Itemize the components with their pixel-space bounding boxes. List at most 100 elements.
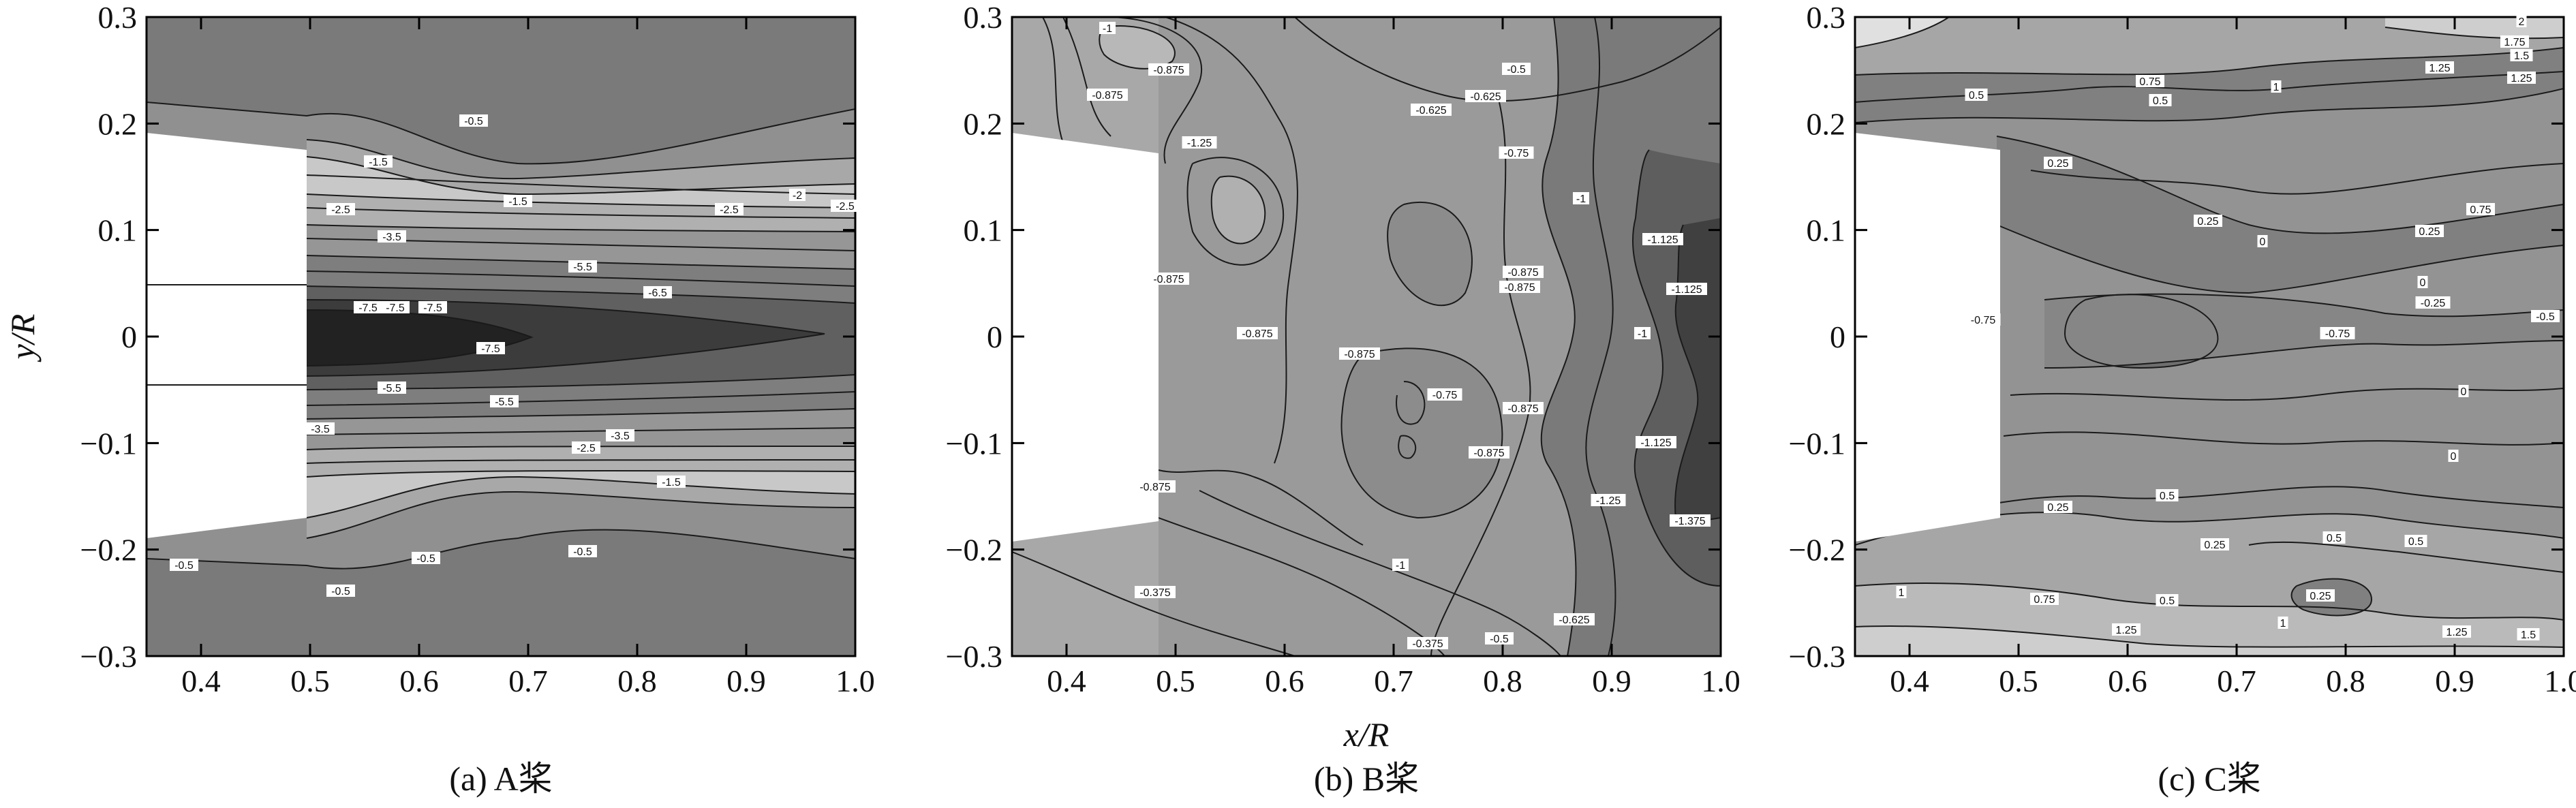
caption-b: (b) B桨 — [1314, 760, 1419, 798]
contour-label-bg — [2516, 15, 2527, 27]
contour-label-bg — [1148, 273, 1189, 285]
contour-label-text: 1.75 — [2504, 37, 2525, 48]
y-tick-label: −0.2 — [80, 533, 137, 568]
contour-label-text: -2.5 — [720, 204, 739, 216]
contour-label: -2.5 — [326, 203, 355, 216]
contour-label-bg — [326, 585, 355, 597]
contour-label-bg — [2415, 296, 2451, 309]
contour-label-text: -0.375 — [1139, 587, 1170, 599]
contour-label: 0.5 — [2156, 489, 2179, 502]
contour-label-bg — [572, 441, 600, 454]
contour-label: 2 — [2516, 15, 2527, 28]
contour-label-text: 0.75 — [2470, 204, 2491, 216]
x-tick-label: 0.6 — [399, 664, 439, 698]
contour-label-text: -5.5 — [382, 383, 401, 394]
x-tick-label: 0.5 — [290, 664, 330, 698]
contour-label-text: 0.5 — [2153, 95, 2168, 107]
contour-label-text: 1.25 — [2446, 627, 2467, 638]
contour-label: 1.5 — [2517, 628, 2540, 641]
contour-label-bg — [459, 114, 488, 127]
contour-label: 0 — [2257, 235, 2268, 248]
contour-label: -0.25 — [2415, 296, 2451, 309]
contour-label-text: -1.5 — [662, 477, 681, 488]
contour-label-text: -0.875 — [1473, 448, 1504, 459]
contour-label: 0.25 — [2415, 225, 2444, 238]
contour-label-bg — [378, 230, 406, 243]
contour-label-bg — [2517, 628, 2540, 640]
contour-label: -7.5 — [381, 301, 410, 314]
contour-field-a — [147, 17, 855, 656]
contour-label-bg — [2404, 535, 2427, 547]
contour-label-text: -1.125 — [1640, 437, 1671, 449]
y-tick-label: 0 — [1830, 320, 1845, 354]
contour-label-text: -1.25 — [1596, 495, 1621, 507]
contour-label: -0.625 — [1554, 613, 1595, 626]
panel-c: 0.4 0.5 0.6 0.7 0.8 0.9 1.0 −0.3 −0.2 −0.1 0 0.1 0.2… — [1789, 0, 2576, 798]
contour-label-bg — [2417, 276, 2428, 288]
contour-label-bg — [1642, 233, 1683, 245]
contour-label-bg — [1666, 283, 1707, 295]
contour-label-bg — [1896, 586, 1907, 598]
contour-label-text: 1.25 — [2511, 73, 2532, 84]
contour-label: -0.875 — [1469, 446, 1509, 459]
contour-label: -1.25 — [1182, 136, 1217, 149]
contour-label-text: -2.5 — [835, 201, 855, 213]
contour-label-text: -0.875 — [1153, 274, 1184, 285]
contour-label-text: 0.75 — [2139, 76, 2160, 88]
contour-label: 1.25 — [2425, 61, 2454, 74]
contour-label-bg — [2320, 327, 2355, 339]
contour-label: -0.5 — [326, 585, 355, 597]
contour-label-bg — [1135, 480, 1176, 493]
x-tick-label: 0.6 — [1265, 664, 1304, 698]
contour-label-text: -0.875 — [1507, 267, 1538, 279]
contour-label-bg — [2257, 235, 2268, 247]
contour-label-bg — [568, 260, 597, 273]
contour-label-bg — [1237, 327, 1278, 339]
contour-label-bg — [1407, 637, 1448, 649]
contour-label-bg — [1591, 494, 1626, 506]
y-tick-label: −0.1 — [80, 426, 137, 461]
contour-label-bg — [1554, 613, 1595, 625]
contour-label-bg — [1135, 586, 1176, 598]
contour-label-text: -0.75 — [2325, 328, 2350, 340]
contour-label-text: -5.5 — [573, 262, 592, 273]
contour-label-bg — [2271, 80, 2282, 93]
contour-label: 0.5 — [2322, 531, 2346, 544]
contour-label: -0.75 — [1427, 388, 1462, 401]
contour-label: -2.5 — [831, 200, 859, 213]
contour-labels-a: -0.5 -1.5 -1.5 -2 -2.5 -2.5 -2.5 -3.5 -5.5 -6.5 -7… — [170, 114, 859, 597]
contour-label-text: 1.25 — [2429, 63, 2450, 74]
contour-label: -0.5 — [2531, 310, 2560, 323]
x-tick-label: 1.0 — [835, 664, 875, 698]
y-tick-label: −0.1 — [946, 426, 1002, 461]
contour-label: -1 — [1099, 22, 1116, 35]
contour-label-bg — [1503, 266, 1544, 278]
contour-label-text: -6.5 — [648, 288, 667, 299]
contour-label-bg — [1573, 192, 1589, 204]
contour-label-bg — [364, 155, 393, 168]
contour-label-bg — [1636, 436, 1676, 448]
contour-label: 1 — [2278, 617, 2288, 630]
contour-label-text: -0.5 — [331, 586, 350, 597]
contour-label-text: -2.5 — [331, 204, 350, 216]
contour-label-text: 0 — [2461, 386, 2467, 398]
contour-label-text: -0.875 — [1242, 328, 1272, 340]
contour-label-text: 0 — [2260, 236, 2266, 248]
contour-label: -0.625 — [1411, 104, 1452, 116]
ticks-a: 0.4 0.5 0.6 0.7 0.8 0.9 1.0 −0.3 −0.2 −0.1 0 0.1 0.2… — [80, 0, 875, 698]
contour-label-bg — [378, 382, 406, 394]
contour-label-text: -0.5 — [573, 546, 592, 558]
contour-label: -1.125 — [1642, 233, 1683, 246]
y-tick-label: 0.1 — [1807, 213, 1846, 248]
contour-label: 1 — [1896, 586, 1907, 599]
contour-label-bg — [831, 200, 859, 212]
y-tick-label: −0.3 — [946, 639, 1002, 674]
contour-label: -5.5 — [378, 382, 406, 394]
contour-label-bg — [1465, 90, 1506, 102]
contour-label-bg — [606, 429, 634, 441]
contour-label-text: -5.5 — [495, 397, 514, 408]
contour-label-text: 0.25 — [2197, 216, 2218, 228]
x-tick-label: 0.9 — [1592, 664, 1631, 698]
y-tick-label: 0.2 — [1807, 106, 1846, 141]
y-tick-label: 0 — [987, 320, 1002, 354]
